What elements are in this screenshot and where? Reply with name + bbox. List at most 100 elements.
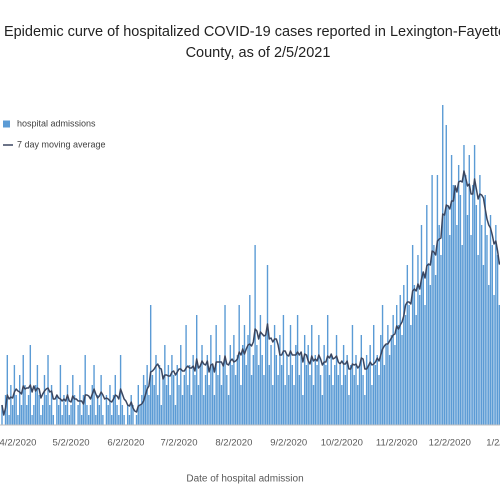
bar bbox=[484, 195, 486, 425]
x-axis-title: Date of hospital admission bbox=[186, 474, 303, 485]
bar bbox=[141, 395, 143, 425]
bar bbox=[50, 385, 53, 425]
bar bbox=[8, 415, 10, 425]
bar bbox=[70, 405, 72, 425]
bar bbox=[410, 325, 412, 425]
bar bbox=[369, 345, 371, 425]
bar bbox=[385, 345, 387, 425]
bar bbox=[153, 385, 155, 425]
bar bbox=[303, 335, 306, 425]
bar bbox=[210, 335, 212, 425]
bar bbox=[91, 385, 93, 425]
bar bbox=[406, 265, 409, 425]
bar bbox=[399, 295, 401, 425]
bar bbox=[365, 355, 368, 425]
bar bbox=[491, 245, 493, 425]
legend-label: hospital admissions bbox=[17, 118, 96, 128]
bar bbox=[102, 415, 104, 425]
x-tick-label: 8/2/2020 bbox=[215, 438, 252, 449]
moving-average-line bbox=[1, 170, 500, 416]
bar bbox=[286, 355, 288, 425]
bar bbox=[325, 365, 327, 425]
bar bbox=[381, 305, 384, 425]
bar bbox=[79, 385, 81, 425]
bar bbox=[196, 315, 198, 425]
bar bbox=[169, 395, 171, 425]
bar bbox=[132, 405, 134, 425]
bar bbox=[56, 395, 58, 425]
bar bbox=[415, 315, 417, 425]
bar bbox=[323, 345, 325, 425]
bar bbox=[229, 345, 232, 425]
bar bbox=[52, 415, 55, 425]
bar bbox=[34, 385, 37, 425]
bar bbox=[348, 395, 350, 425]
bar bbox=[360, 335, 363, 425]
bar bbox=[475, 205, 478, 425]
bar bbox=[42, 405, 44, 425]
bar bbox=[390, 335, 393, 425]
bar bbox=[185, 325, 187, 425]
bar bbox=[396, 305, 398, 425]
bar bbox=[282, 315, 285, 425]
bar bbox=[233, 335, 235, 425]
bar bbox=[176, 365, 178, 425]
bar bbox=[328, 375, 331, 425]
bar bbox=[495, 225, 497, 425]
bar bbox=[266, 265, 269, 425]
bar bbox=[357, 385, 359, 425]
bar bbox=[211, 365, 214, 425]
bar bbox=[254, 245, 256, 425]
bar bbox=[174, 405, 177, 425]
bar bbox=[11, 405, 14, 425]
bar bbox=[300, 355, 302, 425]
bar bbox=[261, 355, 263, 425]
bar bbox=[19, 375, 21, 425]
bar bbox=[213, 395, 216, 425]
bar bbox=[26, 405, 28, 425]
bar bbox=[364, 395, 366, 425]
x-tick-label: 6/2/2020 bbox=[107, 438, 144, 449]
bar bbox=[245, 365, 247, 425]
bar bbox=[247, 335, 249, 425]
bar bbox=[203, 395, 205, 425]
bar bbox=[450, 155, 453, 425]
x-tick-label: 12/2/2020 bbox=[429, 438, 471, 449]
bar bbox=[298, 375, 301, 425]
bar bbox=[164, 345, 166, 425]
bar bbox=[144, 385, 147, 425]
bar bbox=[204, 375, 207, 425]
bar bbox=[22, 355, 24, 425]
bar bbox=[95, 415, 97, 425]
bar bbox=[392, 315, 394, 425]
bar bbox=[404, 315, 407, 425]
bar bbox=[312, 385, 315, 425]
bar bbox=[208, 385, 210, 425]
bar bbox=[321, 395, 324, 425]
bar bbox=[443, 215, 446, 425]
bar bbox=[236, 355, 239, 425]
bar bbox=[252, 355, 255, 425]
bar bbox=[314, 355, 316, 425]
bar bbox=[489, 215, 492, 425]
bar bbox=[201, 345, 203, 425]
bar bbox=[192, 355, 194, 425]
bar bbox=[335, 335, 338, 425]
bar bbox=[20, 405, 23, 425]
x-tick-label: 5/2/2020 bbox=[53, 438, 90, 449]
bar bbox=[440, 255, 442, 425]
bar bbox=[38, 395, 40, 425]
bar bbox=[473, 145, 476, 425]
bar bbox=[482, 265, 485, 425]
bar bbox=[190, 395, 193, 425]
legend-label: 7 day moving average bbox=[17, 139, 106, 149]
bar bbox=[263, 375, 265, 425]
bar bbox=[334, 365, 336, 425]
bar bbox=[256, 345, 258, 425]
bar bbox=[227, 395, 230, 425]
bar bbox=[40, 415, 42, 425]
bar bbox=[148, 395, 150, 425]
bar bbox=[459, 195, 462, 425]
bar bbox=[472, 185, 474, 425]
bar bbox=[367, 365, 370, 425]
